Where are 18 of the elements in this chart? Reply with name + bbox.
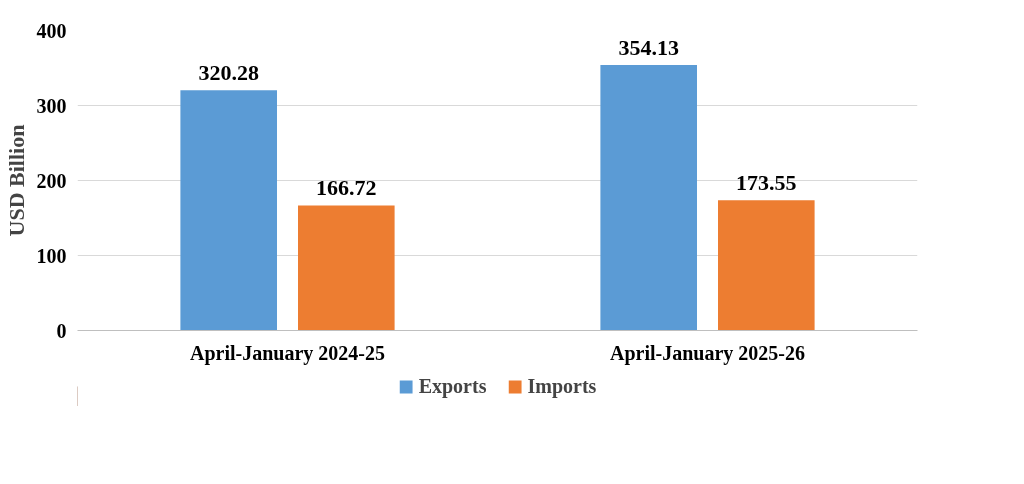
- y-tick-label: 0: [56, 319, 67, 342]
- data-label: 173.55: [736, 170, 797, 196]
- y-tick-label: 200: [36, 169, 67, 192]
- legend-label: Exports: [418, 374, 487, 398]
- legend-label: Imports: [527, 374, 597, 398]
- x-tick-label: April-January 2025-26: [610, 341, 805, 365]
- y-tick-label: 100: [36, 244, 67, 267]
- x-tick-label: April-January 2024-25: [190, 341, 385, 365]
- bar: [180, 90, 277, 331]
- y-tick-label: 400: [36, 19, 67, 42]
- data-label: 354.13: [618, 34, 679, 60]
- bar: [600, 64, 697, 331]
- y-tick-label: 300: [36, 94, 67, 117]
- y-axis-title: USD Billion: [3, 124, 29, 237]
- data-label: 166.72: [316, 175, 377, 201]
- bar: [298, 205, 395, 331]
- data-label: 320.28: [198, 60, 259, 86]
- bar: [718, 200, 815, 331]
